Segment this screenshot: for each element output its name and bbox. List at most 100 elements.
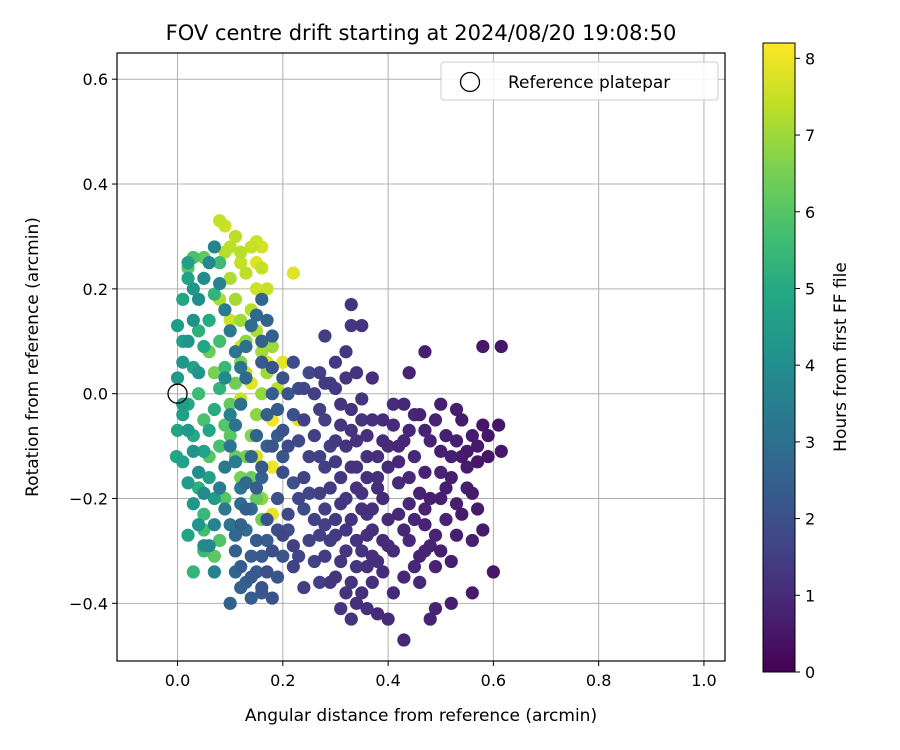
scatter-point [486, 565, 500, 579]
scatter-point [428, 601, 443, 616]
scatter-point [365, 371, 379, 385]
colorbar-tick-label: 1 [805, 586, 815, 605]
scatter-point [381, 612, 395, 626]
scatter-point [197, 507, 211, 521]
scatter-point [470, 455, 485, 469]
scatter-point [313, 575, 327, 589]
scatter-point [434, 397, 448, 411]
scatter-point [249, 308, 264, 322]
scatter-point [228, 455, 243, 469]
legend: Reference platepar [440, 61, 719, 101]
scatter-point [223, 439, 237, 453]
scatter-point [218, 360, 232, 375]
scatter-point [223, 429, 237, 443]
scatter-point [397, 633, 411, 647]
scatter-point [349, 460, 364, 474]
scatter-point [439, 481, 453, 495]
scatter-point [307, 387, 322, 401]
scatter-point [202, 256, 216, 270]
scatter-point [228, 544, 243, 558]
scatter-point [360, 470, 374, 485]
scatter-point [270, 491, 285, 506]
scatter-point [476, 339, 490, 354]
scatter-point [207, 549, 221, 563]
scatter-point [260, 282, 274, 296]
scatter-point [492, 418, 506, 432]
scatter-point [386, 418, 400, 432]
scatter-point [444, 470, 458, 485]
scatter-point [355, 586, 369, 600]
scatter-point [349, 434, 364, 448]
scatter-point [360, 601, 374, 616]
scatter-point [307, 512, 322, 527]
scatter-point [355, 486, 369, 500]
scatter-point [234, 245, 248, 259]
scatter-point [260, 565, 274, 579]
scatter-point [434, 465, 448, 479]
scatter-point [313, 528, 327, 542]
scatter-point [334, 470, 348, 485]
colorbar-tick-label: 2 [805, 510, 815, 529]
scatter-point [197, 444, 211, 458]
scatter-point [413, 575, 427, 589]
scatter-point [228, 528, 243, 542]
x-axis-label: Angular distance from reference (arcmin) [245, 706, 597, 726]
scatter-point [297, 581, 311, 595]
colorbar-tick-label: 0 [805, 663, 815, 682]
scatter-point [313, 449, 327, 464]
scatter-point [191, 387, 206, 401]
legend-label-reference: Reference platepar [508, 73, 670, 93]
scatter-point [213, 334, 227, 348]
scatter-point [418, 502, 432, 516]
scatter-point [281, 507, 295, 521]
scatter-point [276, 449, 290, 464]
scatter-point [292, 549, 306, 563]
scatter-point [365, 549, 379, 563]
scatter-point [239, 266, 253, 280]
scatter-point [239, 371, 253, 385]
scatter-point [255, 460, 269, 474]
scatter-point [397, 570, 411, 584]
scatter-point [465, 486, 479, 500]
scatter-point [276, 371, 290, 385]
scatter-point [392, 507, 406, 521]
scatter-point [434, 544, 448, 558]
scatter-point [223, 408, 237, 422]
scatter-point [494, 444, 508, 458]
scatter-point [213, 277, 227, 291]
data-points [169, 214, 508, 647]
scatter-point [228, 376, 243, 390]
scatter-point [255, 470, 269, 485]
scatter-point [265, 360, 279, 375]
scatter-point [455, 449, 469, 464]
scatter-point [302, 533, 316, 548]
scatter-point [455, 413, 469, 427]
reference-platepar-marker [167, 383, 188, 404]
scatter-point [439, 512, 453, 527]
scatter-point [302, 449, 316, 464]
y-tick-label: 0.2 [83, 280, 108, 299]
scatter-point [213, 256, 227, 270]
scatter-point [418, 465, 432, 479]
scatter-point [328, 355, 343, 369]
scatter-point [413, 486, 427, 500]
scatter-point [318, 518, 332, 532]
scatter-point [181, 528, 195, 542]
scatter-point [449, 402, 464, 417]
scatter-point [444, 596, 458, 610]
scatter-point [244, 549, 258, 563]
legend-marker-reference [459, 71, 481, 93]
scatter-point [323, 481, 337, 495]
scatter-point [218, 371, 232, 385]
scatter-point [476, 418, 490, 432]
scatter-point [381, 539, 395, 553]
scatter-point [249, 429, 264, 443]
colorbar-tick-label: 8 [805, 49, 815, 68]
scatter-point [223, 271, 237, 285]
reference-point [167, 383, 188, 404]
colorbar [762, 42, 796, 673]
scatter-point [465, 586, 479, 600]
scatter-point [418, 345, 432, 359]
y-tick-label: 0.0 [83, 385, 108, 404]
scatter-point [339, 523, 353, 537]
